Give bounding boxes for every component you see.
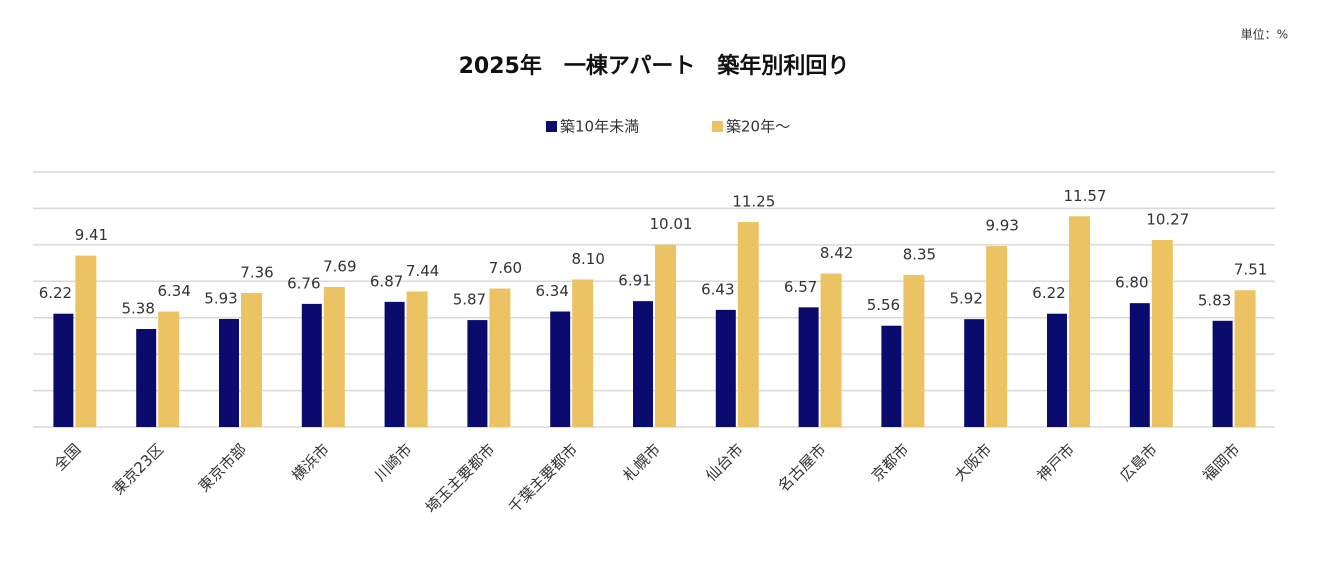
data-label: 5.93 [204,289,237,307]
data-label: 6.57 [784,278,817,296]
bar [986,246,1008,427]
bar [633,301,653,427]
bar [323,286,345,427]
chart-title: 2025年 一棟アパート 築年別利回り [459,53,850,79]
x-tick-label: 東京市部 [195,440,250,495]
data-label: 6.22 [39,284,72,302]
bar [820,273,842,427]
data-label: 6.91 [618,272,651,290]
data-label: 6.80 [1115,274,1148,292]
data-label: 11.57 [1064,187,1107,205]
x-tick-label: 川崎市 [371,440,416,485]
x-tick-label: 札幌市 [619,440,664,485]
data-label: 7.36 [240,263,273,281]
x-tick-label: 名古屋市 [774,440,829,495]
bar [75,255,97,427]
data-label: 10.01 [650,215,693,233]
data-label: 7.60 [489,259,522,277]
legend-label: 築20年～ [726,118,790,136]
bar [489,288,511,427]
data-label: 5.83 [1198,291,1231,309]
x-tick-label: 横浜市 [288,440,333,485]
x-tick-label: 千葉主要都市 [505,440,581,516]
bar [384,301,405,427]
unit-note: 単位：% [1241,27,1288,42]
x-tick-label: 京都市 [868,440,913,485]
data-label: 6.76 [287,274,320,292]
bar [158,311,180,427]
data-label: 10.27 [1146,210,1189,228]
data-label: 8.35 [903,245,936,263]
bar [406,291,428,427]
data-label: 5.92 [949,290,982,308]
bar [572,279,594,427]
bar [798,307,819,427]
bar [1129,303,1150,427]
legend-label: 築10年未満 [560,118,639,136]
bar [881,325,902,427]
bar [53,313,74,427]
bar [219,318,239,427]
x-tick-label: 福岡市 [1199,440,1244,485]
bar [715,309,736,427]
bar [301,303,322,427]
data-label: 8.10 [571,250,604,268]
data-label: 7.44 [406,262,439,280]
bar [655,244,676,427]
bar [1151,239,1173,427]
data-label: 6.22 [1032,284,1065,302]
bar [467,320,488,427]
legend-swatch [712,121,723,132]
legend-swatch [546,121,557,132]
data-label: 9.93 [985,217,1018,235]
data-label: 9.41 [75,226,108,244]
bar [550,311,571,427]
x-tick-label: 仙台市 [702,440,747,485]
x-tick-label: 東京23区 [109,440,167,498]
data-label: 8.42 [820,244,853,262]
bar [1047,313,1067,427]
bar [136,329,157,427]
bar [1234,290,1256,427]
bar [1212,320,1233,427]
data-label: 11.25 [732,193,775,211]
data-label: 7.51 [1234,261,1267,279]
x-tick-label: 広島市 [1116,440,1161,485]
x-tick-label: 神戸市 [1033,440,1078,485]
bar [1069,216,1090,427]
data-label: 6.34 [535,282,568,300]
data-label: 6.87 [370,272,403,290]
data-label: 6.43 [701,280,734,298]
bar [903,274,925,427]
data-label: 5.38 [121,300,154,318]
bar [964,319,985,427]
data-label: 6.34 [157,282,190,300]
x-tick-label: 全国 [50,440,84,474]
x-tick-label: 大阪市 [951,440,996,485]
x-tick-label: 埼玉主要都市 [422,440,498,516]
data-label: 7.69 [323,257,356,275]
bar [737,222,759,427]
data-label: 5.87 [453,291,486,309]
bar [241,292,262,427]
data-label: 5.56 [867,296,900,314]
